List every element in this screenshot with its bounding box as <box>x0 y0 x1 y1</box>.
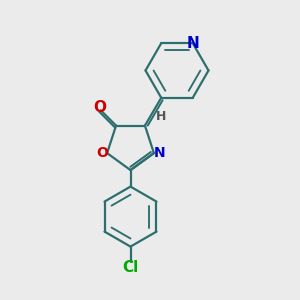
Text: O: O <box>93 100 106 116</box>
Text: N: N <box>154 146 165 160</box>
Text: H: H <box>156 110 167 123</box>
Text: Cl: Cl <box>122 260 139 275</box>
Text: N: N <box>186 36 199 51</box>
Text: O: O <box>96 146 108 160</box>
